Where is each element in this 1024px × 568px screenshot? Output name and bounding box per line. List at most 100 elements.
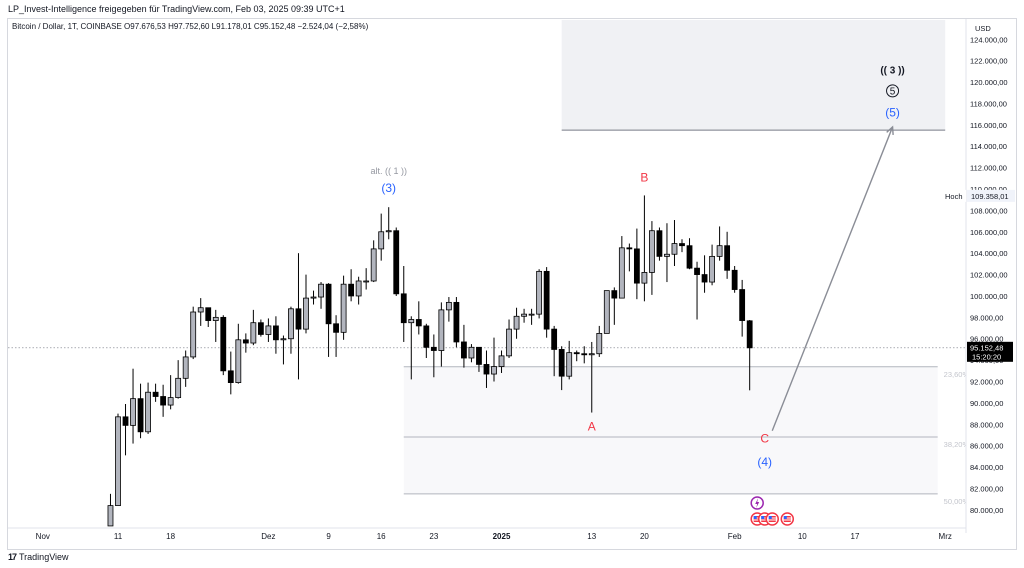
candle <box>130 368 136 444</box>
candle-body-down <box>348 283 355 297</box>
candle-body-down <box>573 352 580 355</box>
candle-body-up <box>513 315 520 330</box>
last-price-value: 95.152,48 <box>970 343 1003 352</box>
candle-body-down <box>393 230 400 295</box>
candle-body-down <box>679 243 685 247</box>
price-tick-label: 104.000,00 <box>970 249 1008 258</box>
candle <box>393 227 400 296</box>
candle <box>348 269 355 302</box>
candle-body-up <box>536 270 543 315</box>
wave-label-circle <box>886 84 900 98</box>
time-tick-label: 2025 <box>493 532 511 541</box>
candles-layer <box>107 195 753 527</box>
candle-body-up <box>197 307 204 313</box>
price-tick-label: 92.000,00 <box>970 378 1003 387</box>
attribution-text: LP_Invest-Intelligence freigegeben für T… <box>8 4 345 14</box>
target-zone-layer <box>561 20 946 131</box>
lightning-icon[interactable] <box>750 496 764 510</box>
candle <box>438 302 445 367</box>
time-tick-label: 23 <box>429 532 438 541</box>
time-axis[interactable]: Nov 11 18 Dez 9 16 23 2025 13 20 Feb 10 17 Mrz <box>8 527 966 541</box>
candle <box>543 267 550 338</box>
symbol-info-line[interactable]: Bitcoin / Dollar, 1T, COINBASE O97.676,5… <box>12 22 369 31</box>
candle-body-up <box>310 296 317 299</box>
candle-body-down <box>122 416 129 426</box>
candle-body-up <box>566 352 573 377</box>
candle <box>641 195 648 302</box>
candle <box>521 308 527 323</box>
us-flag-icon[interactable] <box>780 512 795 526</box>
fib-zone-fill <box>403 366 938 494</box>
candle <box>175 360 182 399</box>
candle-body-up <box>603 290 610 334</box>
candle-body-up <box>664 253 670 257</box>
candle-body-down <box>453 301 460 343</box>
price-axis[interactable]: USD 80.000,00 82.000,00 84.000,00 86.000,00… <box>965 19 1016 533</box>
candle <box>671 220 678 267</box>
time-tick-label: 20 <box>640 532 649 541</box>
candle <box>596 325 603 357</box>
candle-body-up <box>363 280 370 283</box>
projection-arrow-layer <box>771 125 894 431</box>
us-flag-icon-white-stripe <box>761 517 769 519</box>
candle <box>445 297 452 322</box>
candle <box>573 350 580 362</box>
candle <box>273 316 279 354</box>
candle <box>664 223 670 283</box>
currency-label: USD <box>975 24 991 33</box>
us-flag-icon-white-stripe <box>753 519 761 521</box>
candle <box>167 375 174 410</box>
candle-body-down <box>739 289 746 321</box>
time-tick-label: 13 <box>587 532 596 541</box>
us-flag-icon[interactable] <box>765 512 779 526</box>
candle <box>483 350 490 388</box>
candle-body-up <box>265 325 272 335</box>
candle-body-down <box>257 322 264 335</box>
candle-body-down <box>227 370 234 384</box>
candle-body-up <box>370 248 377 282</box>
candle-body-up <box>175 377 182 398</box>
candle <box>498 350 505 373</box>
candle <box>310 290 317 305</box>
candle <box>257 319 264 337</box>
candle <box>325 283 332 357</box>
wave-label: C <box>760 432 769 446</box>
candle <box>468 344 475 363</box>
candle-body-down <box>333 323 339 333</box>
price-tick-label: 80.000,00 <box>970 506 1003 515</box>
candle-body-down <box>476 346 482 365</box>
candle <box>295 253 302 380</box>
price-tick-label: 86.000,00 <box>970 442 1003 451</box>
candle-body-down <box>731 269 738 290</box>
candle-body-down <box>295 308 302 330</box>
candle-body-up <box>250 322 257 344</box>
candle <box>242 333 249 353</box>
candle <box>746 319 753 391</box>
price-tick-label: 114.000,00 <box>970 142 1007 151</box>
candle <box>318 282 324 309</box>
candle <box>724 231 731 279</box>
tradingview-logo[interactable]: 17 TradingView <box>8 552 69 562</box>
price-tick-label: 120.000,00 <box>970 78 1008 87</box>
candle-body-up <box>303 297 309 330</box>
lightning-icon-bolt <box>755 498 760 508</box>
candle-body-up <box>340 283 347 333</box>
price-tick-label: 100.000,00 <box>970 292 1008 301</box>
candle-body-down <box>423 325 430 348</box>
candle-body-up <box>318 283 324 298</box>
projection-arrow-line <box>771 126 894 431</box>
candle <box>378 213 385 261</box>
tradingview-logo-text: TradingView <box>19 552 69 562</box>
candle-body-up <box>182 356 189 379</box>
candle <box>212 309 219 342</box>
candle <box>288 306 294 354</box>
wave-label: A <box>588 420 596 434</box>
high-marker: Hoch 109.358,01 <box>940 189 1015 202</box>
candle <box>536 269 543 319</box>
candle-body-up <box>280 338 287 341</box>
candle <box>265 318 272 342</box>
wave-label: (4) <box>757 455 772 469</box>
candle <box>566 340 573 380</box>
